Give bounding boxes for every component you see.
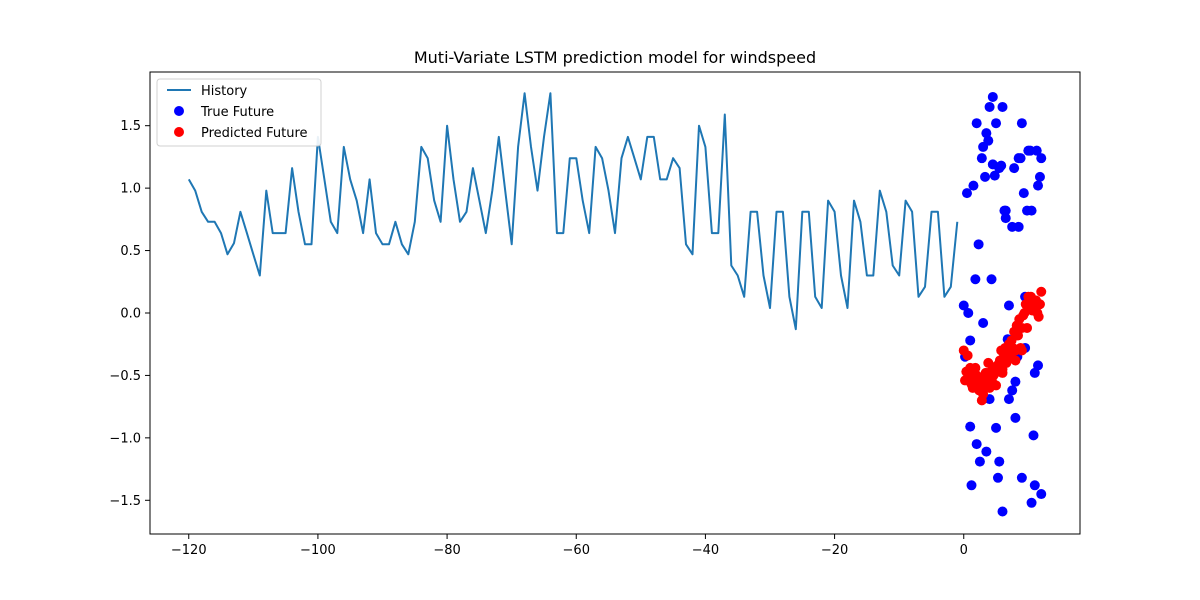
true-future-point [1016, 472, 1027, 483]
legend-predicted-future-swatch [174, 127, 184, 137]
true-future-point [997, 506, 1008, 517]
true-future-point [1031, 145, 1042, 156]
true-future-point [980, 171, 991, 182]
true-future-point [966, 480, 977, 491]
predicted-future-point [965, 362, 976, 373]
true-future-point [1010, 412, 1021, 423]
true-future-point [965, 335, 976, 346]
predicted-future-point [1029, 301, 1040, 312]
x-tick-label: −60 [563, 543, 590, 558]
predicted-future-point [962, 350, 973, 361]
true-future-point [1013, 221, 1024, 232]
true-future-point [963, 307, 974, 318]
predicted-future-point [997, 367, 1008, 378]
true-future-point [1003, 394, 1014, 405]
legend-predicted-future-label: Predicted Future [201, 126, 308, 141]
true-future-point [971, 118, 982, 129]
true-future-point [976, 153, 987, 164]
predicted-future-point [1022, 322, 1033, 333]
true-future-point [984, 101, 995, 112]
true-future-point [1033, 360, 1044, 371]
predicted-future-point [978, 389, 989, 400]
y-tick-label: 0.0 [120, 306, 141, 321]
x-tick-label: −80 [433, 543, 460, 558]
true-future-point [981, 446, 992, 457]
true-future-point [958, 300, 969, 311]
true-future-point [986, 274, 997, 285]
predicted-future-point [1023, 291, 1034, 302]
y-axis: −1.5 −1.0 −0.5 0.0 0.5 1.0 1.5 [109, 119, 150, 509]
predicted-future-point [1016, 345, 1027, 356]
predicted-future-point [971, 370, 982, 381]
true-future-point [1026, 497, 1037, 508]
true-future-point [987, 91, 998, 102]
true-future-point [970, 274, 981, 285]
true-future-point [1036, 489, 1047, 500]
true-future-point [965, 421, 976, 432]
true-future-point [996, 160, 1007, 171]
y-tick-label: −0.5 [109, 369, 141, 384]
true-future-point [1003, 300, 1014, 311]
true-future-point [1022, 205, 1033, 216]
true-future-point [973, 239, 984, 250]
x-tick-label: −120 [171, 543, 207, 558]
true-future-point [991, 118, 1002, 129]
true-future-point [1009, 163, 1020, 174]
y-tick-label: 1.5 [120, 119, 141, 134]
true-future-point [1018, 188, 1029, 199]
y-tick-label: −1.0 [109, 431, 141, 446]
predicted-future-point [1033, 311, 1044, 322]
x-tick-label: −20 [821, 543, 848, 558]
true-future-point [1016, 118, 1027, 129]
true-future-point [1034, 171, 1045, 182]
predicted-future-point [1013, 330, 1023, 341]
true-future-point [1033, 180, 1044, 191]
plot-area [187, 91, 1047, 517]
true-future-point [1029, 367, 1040, 378]
true-future-point [1010, 376, 1021, 387]
legend-true-future-label: True Future [200, 105, 274, 120]
x-tick-label: 0 [960, 543, 968, 558]
true-future-point [999, 205, 1010, 216]
legend: History True Future Predicted Future [156, 78, 322, 147]
true-future-point [1028, 430, 1039, 441]
predicted-future-point [1010, 355, 1021, 366]
history-line [187, 92, 959, 331]
true-future-point [961, 188, 972, 199]
true-future-point [978, 317, 989, 328]
true-future-point [971, 439, 982, 450]
x-tick-label: −40 [692, 543, 719, 558]
legend-history-label: History [201, 84, 248, 99]
legend-box [156, 78, 322, 147]
predicted-future-point [983, 357, 994, 368]
x-tick-label: −100 [300, 543, 336, 558]
x-axis: −120 −100 −80 −60 −40 −20 0 [171, 534, 968, 558]
true-future-point [997, 101, 1008, 112]
chart-title: Muti-Variate LSTM prediction model for w… [414, 48, 816, 67]
y-tick-label: 0.5 [120, 244, 141, 259]
y-tick-label: 1.0 [120, 182, 141, 197]
true-future-point [1007, 385, 1018, 396]
true-future-point [981, 128, 992, 139]
predicted-future-point [1036, 286, 1047, 297]
true-future-point [974, 456, 985, 467]
y-tick-label: −1.5 [109, 494, 141, 509]
true-future-point [968, 180, 979, 191]
predicted-future-point [1003, 349, 1014, 360]
true-future-point [991, 422, 1002, 433]
true-future-point [1015, 153, 1026, 164]
true-future-point [994, 456, 1005, 467]
legend-true-future-swatch [174, 106, 184, 116]
true-future-point [1000, 213, 1011, 224]
true-future-point [1029, 480, 1040, 491]
true-future-point [989, 170, 1000, 181]
true-future-point [983, 135, 994, 146]
true-future-point [992, 472, 1003, 483]
predicted-future-point [984, 382, 995, 393]
true-future-point [1036, 153, 1047, 164]
predicted-future-point [991, 361, 1002, 372]
plot-frame [149, 71, 1081, 535]
